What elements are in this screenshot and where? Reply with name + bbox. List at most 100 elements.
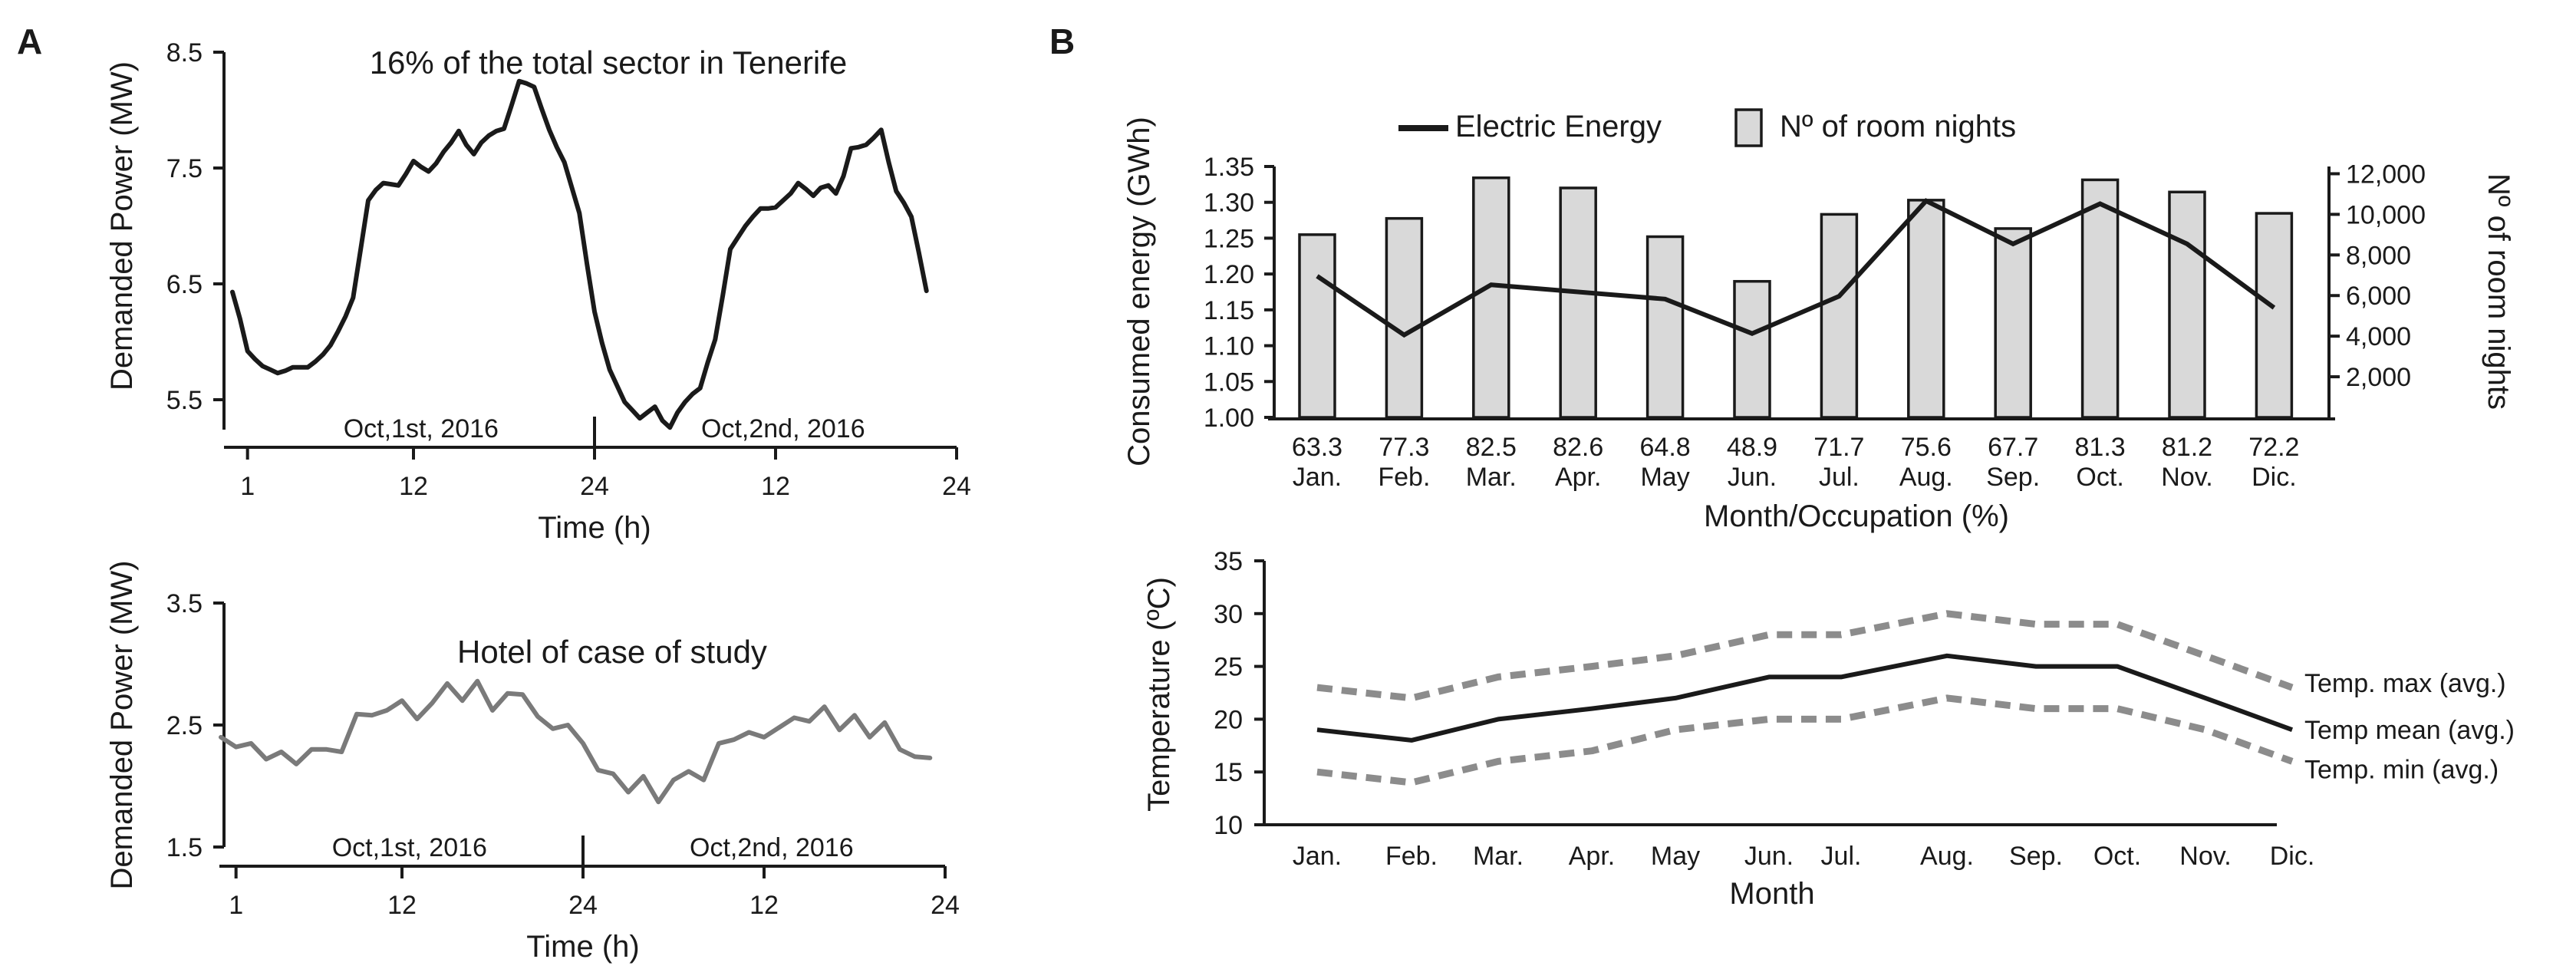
b-top-bar [1820, 213, 1859, 419]
b-top-right-tick-label: 4,000 [2346, 322, 2411, 351]
b-bottom-y-tick-label: 20 [1214, 705, 1243, 734]
b-top-bar [1472, 176, 1510, 419]
b-bottom-y-tick-label: 15 [1214, 758, 1243, 787]
b-top-occupation-label: 48.9 [1727, 433, 1777, 462]
b-bottom-month-label: Jan. [1293, 842, 1342, 871]
b-top-month-label: Aug. [1899, 463, 1953, 492]
b-top-right-tick-label: 10,000 [2346, 200, 2426, 229]
a-top-x-tick-label: 24 [942, 472, 971, 501]
b-top-left-tick-label: 1.00 [1204, 404, 1254, 433]
b-top-legend-label-room-nights: Nº of room nights [1780, 110, 2016, 143]
a-bottom-x-tick-label: 12 [749, 891, 779, 920]
b-top-bar [2168, 190, 2206, 419]
b-bottom-y-tick-label: 30 [1214, 600, 1243, 629]
b-bottom-series-label: Temp. max (avg.) [2304, 669, 2506, 698]
b-bottom-month-label: Aug. [1920, 842, 1974, 871]
b-bottom-month-label: Feb. [1385, 842, 1438, 871]
b-bottom-x-axis-label: Month [1729, 877, 1814, 911]
b-top-left-tick-label: 1.35 [1204, 153, 1254, 182]
a-bottom-day-label-2: Oct,2nd, 2016 [690, 833, 854, 862]
b-top-occupation-label: 75.6 [1901, 433, 1952, 462]
b-top-right-tick-label: 12,000 [2346, 160, 2426, 189]
b-bottom-month-label: Nov. [2179, 842, 2231, 871]
b-top-left-tick-label: 1.15 [1204, 296, 1254, 325]
a-bottom-x-tick-label: 12 [387, 891, 417, 920]
b-top-occupation-label: 81.3 [2075, 433, 2126, 462]
b-top-month-label: Jul. [1819, 463, 1860, 492]
a-top-y-axis-label: Demanded Power (MW) [105, 61, 139, 391]
b-bottom-series-line [1316, 653, 2294, 743]
b-bottom-series-label: Temp mean (avg.) [2304, 716, 2515, 745]
b-top-legend-bar-swatch [1734, 108, 1763, 147]
b-top-occupation-label: 71.7 [1813, 433, 1864, 462]
b-top-occupation-label: 81.2 [2162, 433, 2212, 462]
a-top-x-tick-label: 12 [399, 472, 428, 501]
panel-label-b: B [1049, 21, 1075, 61]
a-bottom-day-label-1: Oct,1st, 2016 [332, 833, 487, 862]
b-top-left-axis-label: Consumed energy (GWh) [1122, 117, 1156, 466]
a-top-x-tick-label: 24 [580, 472, 609, 501]
b-top-left-tick-label: 1.30 [1204, 189, 1254, 218]
a-bottom-title: Hotel of case of study [457, 634, 767, 670]
b-top-month-label: Nov. [2161, 463, 2212, 492]
b-top-right-tick-label: 2,000 [2346, 363, 2411, 392]
b-top-month-label: Dic. [2252, 463, 2297, 492]
b-top-legend-label-energy: Electric Energy [1455, 110, 1662, 143]
b-bottom-month-label: Dic. [2270, 842, 2315, 871]
b-bottom-y-tick-label: 35 [1214, 547, 1243, 576]
a-bottom-series-line [219, 678, 933, 805]
b-top-month-label: Jan. [1293, 463, 1342, 492]
b-top-month-label: Jun. [1728, 463, 1777, 492]
b-top-right-tick-label: 6,000 [2346, 282, 2411, 311]
b-top-month-label: Oct. [2076, 463, 2123, 492]
b-top-month-label: Mar. [1466, 463, 1517, 492]
b-top-occupation-label: 72.2 [2248, 433, 2299, 462]
a-top-day-label-1: Oct,1st, 2016 [344, 414, 499, 443]
b-top-x-axis-label: Month/Occupation (%) [1704, 499, 2009, 533]
b-top-bar [1559, 186, 1597, 419]
b-bottom-month-label: Sep. [2009, 842, 2063, 871]
b-top-right-tick-label: 8,000 [2346, 241, 2411, 270]
b-top-bar [1298, 233, 1336, 419]
b-top-occupation-label: 64.8 [1640, 433, 1691, 462]
a-bottom-x-tick-label: 24 [568, 891, 598, 920]
b-top-right-axis-label: Nº of room nights [2482, 173, 2515, 410]
b-top-occupation-label: 63.3 [1292, 433, 1342, 462]
a-bottom-y-tick-label: 1.5 [166, 833, 203, 862]
a-top-y-tick-label: 7.5 [166, 154, 203, 183]
b-top-bar [1733, 279, 1771, 419]
b-top-bar [1907, 199, 1945, 419]
b-bottom-y-tick-label: 10 [1214, 811, 1243, 840]
a-top-title: 16% of the total sector in Tenerife [370, 44, 848, 81]
b-top-bar [1994, 227, 2032, 419]
b-top-month-label: Feb. [1378, 463, 1430, 492]
b-bottom-y-axis-label: Temperature (ºC) [1142, 577, 1176, 812]
b-top-month-label: Apr. [1555, 463, 1601, 492]
a-bottom-y-axis-label: Demanded Power (MW) [105, 560, 139, 889]
b-bottom-month-label: May [1651, 842, 1700, 871]
b-top-left-tick-label: 1.20 [1204, 260, 1254, 289]
b-bottom-series-line [1316, 694, 2294, 786]
b-top-left-tick-label: 1.25 [1204, 224, 1254, 253]
b-top-bar [2080, 178, 2120, 419]
b-top-occupation-label: 82.5 [1466, 433, 1517, 462]
a-bottom-x-tick-label: 24 [931, 891, 960, 920]
b-top-occupation-label: 77.3 [1379, 433, 1429, 462]
b-top-bar [1385, 216, 1424, 419]
b-bottom-month-label: Jul. [1821, 842, 1862, 871]
a-bottom-y-tick-label: 3.5 [166, 589, 203, 618]
b-bottom-month-label: Jun. [1744, 842, 1794, 871]
a-top-y-tick-label: 8.5 [166, 38, 203, 68]
a-top-x-tick-label: 12 [761, 472, 790, 501]
a-top-y-tick-label: 6.5 [166, 270, 203, 299]
b-top-month-label: May [1640, 463, 1689, 492]
a-top-y-tick-label: 5.5 [166, 386, 203, 415]
b-top-bar [2255, 212, 2294, 419]
panel-label-a: A [17, 21, 42, 61]
a-bottom-y-tick-label: 2.5 [166, 711, 203, 740]
a-top-x-tick-label: 1 [240, 472, 255, 501]
b-bottom-y-tick-label: 25 [1214, 653, 1243, 682]
a-bottom-x-tick-label: 1 [229, 891, 243, 920]
b-bottom-series-line [1316, 610, 2294, 702]
